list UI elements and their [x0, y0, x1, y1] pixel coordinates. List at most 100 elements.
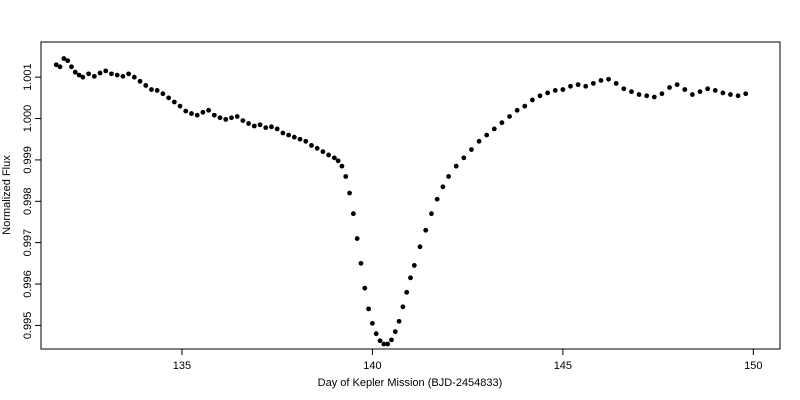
data-point	[217, 115, 223, 121]
data-point	[335, 158, 341, 164]
data-point	[320, 149, 326, 155]
data-point	[303, 138, 309, 144]
data-point	[97, 70, 103, 76]
y-tick-label: 1.000	[22, 105, 34, 133]
data-point	[61, 56, 67, 61]
data-point	[705, 86, 711, 92]
x-axis: 135 140 145 150	[173, 349, 763, 372]
data-point	[400, 304, 406, 310]
plot-frame	[40, 41, 781, 350]
data-point	[234, 114, 240, 119]
data-point	[499, 120, 505, 126]
data-point	[240, 118, 246, 124]
data-point	[211, 112, 217, 118]
data-point	[545, 90, 551, 96]
y-tick-label: 0.997	[22, 229, 34, 257]
data-point	[453, 163, 459, 169]
data-point	[309, 143, 314, 148]
data-point	[514, 107, 520, 113]
data-point	[154, 88, 160, 93]
data-point	[461, 155, 467, 161]
data-point	[171, 99, 177, 105]
data-point	[350, 211, 356, 217]
data-point	[598, 78, 604, 83]
y-tick-label: 0.995	[22, 312, 34, 340]
data-point	[229, 115, 234, 121]
data-point	[389, 337, 394, 343]
data-point	[343, 174, 349, 179]
data-point	[423, 227, 429, 233]
y-tick-label: 1.001	[22, 63, 34, 91]
data-point	[65, 58, 71, 64]
data-point	[291, 134, 297, 140]
data-point	[91, 73, 97, 79]
data-point	[314, 145, 320, 151]
x-tick-label: 135	[173, 360, 191, 372]
data-point	[366, 306, 371, 312]
data-point	[720, 90, 726, 96]
data-point	[274, 126, 280, 132]
data-point	[149, 87, 154, 92]
data-point	[131, 74, 137, 80]
y-axis: 0.995 0.996 0.997 0.998 0.999 1.000 1.001	[22, 63, 41, 339]
data-point	[76, 72, 82, 78]
data-point	[57, 64, 63, 70]
data-point	[408, 275, 413, 281]
data-point	[434, 196, 440, 202]
data-point	[507, 114, 512, 119]
data-point	[358, 260, 364, 266]
data-point	[53, 62, 59, 68]
data-point	[339, 163, 345, 169]
data-point	[537, 93, 543, 99]
data-point	[137, 78, 143, 84]
x-tick-label: 140	[363, 360, 381, 372]
data-point	[644, 93, 650, 99]
data-point	[411, 263, 417, 268]
data-point	[297, 136, 303, 142]
data-point	[651, 94, 657, 100]
data-point	[109, 71, 114, 77]
data-point	[126, 71, 132, 77]
data-point	[103, 68, 109, 74]
data-point	[86, 71, 92, 77]
data-point	[370, 320, 375, 326]
data-point	[114, 72, 120, 78]
x-tick-label: 145	[554, 360, 572, 372]
data-point	[429, 211, 434, 217]
data-point	[682, 87, 688, 92]
data-point	[69, 64, 74, 70]
data-point	[200, 109, 206, 115]
data-point	[183, 108, 189, 114]
data-point	[522, 103, 528, 109]
data-point	[728, 92, 733, 97]
data-point	[166, 95, 172, 101]
data-point	[72, 69, 78, 75]
data-point	[396, 318, 402, 324]
data-point	[575, 82, 581, 88]
data-point	[280, 130, 286, 136]
data-point	[636, 92, 642, 97]
y-axis-title: Normalized Flux	[1, 155, 13, 235]
data-point	[484, 132, 490, 138]
x-axis-title: Day of Kepler Mission (BJD-2454833)	[318, 377, 503, 389]
x-tick-label: 150	[744, 360, 762, 372]
data-point	[417, 244, 423, 250]
data-point	[697, 89, 703, 95]
data-point	[373, 331, 379, 337]
data-point	[177, 103, 183, 109]
data-point	[263, 125, 269, 131]
data-point	[347, 190, 352, 196]
y-tick-label: 0.996	[22, 270, 34, 298]
data-point	[552, 88, 558, 93]
y-tick-label: 0.999	[22, 146, 34, 174]
data-point	[189, 111, 194, 116]
data-point	[621, 86, 627, 92]
data-point	[143, 83, 149, 88]
data-point	[385, 341, 391, 347]
data-point	[629, 89, 634, 95]
data-point	[392, 329, 398, 335]
data-point	[440, 184, 446, 190]
data-point	[659, 91, 665, 97]
data-point	[362, 285, 368, 291]
data-point	[160, 91, 166, 97]
